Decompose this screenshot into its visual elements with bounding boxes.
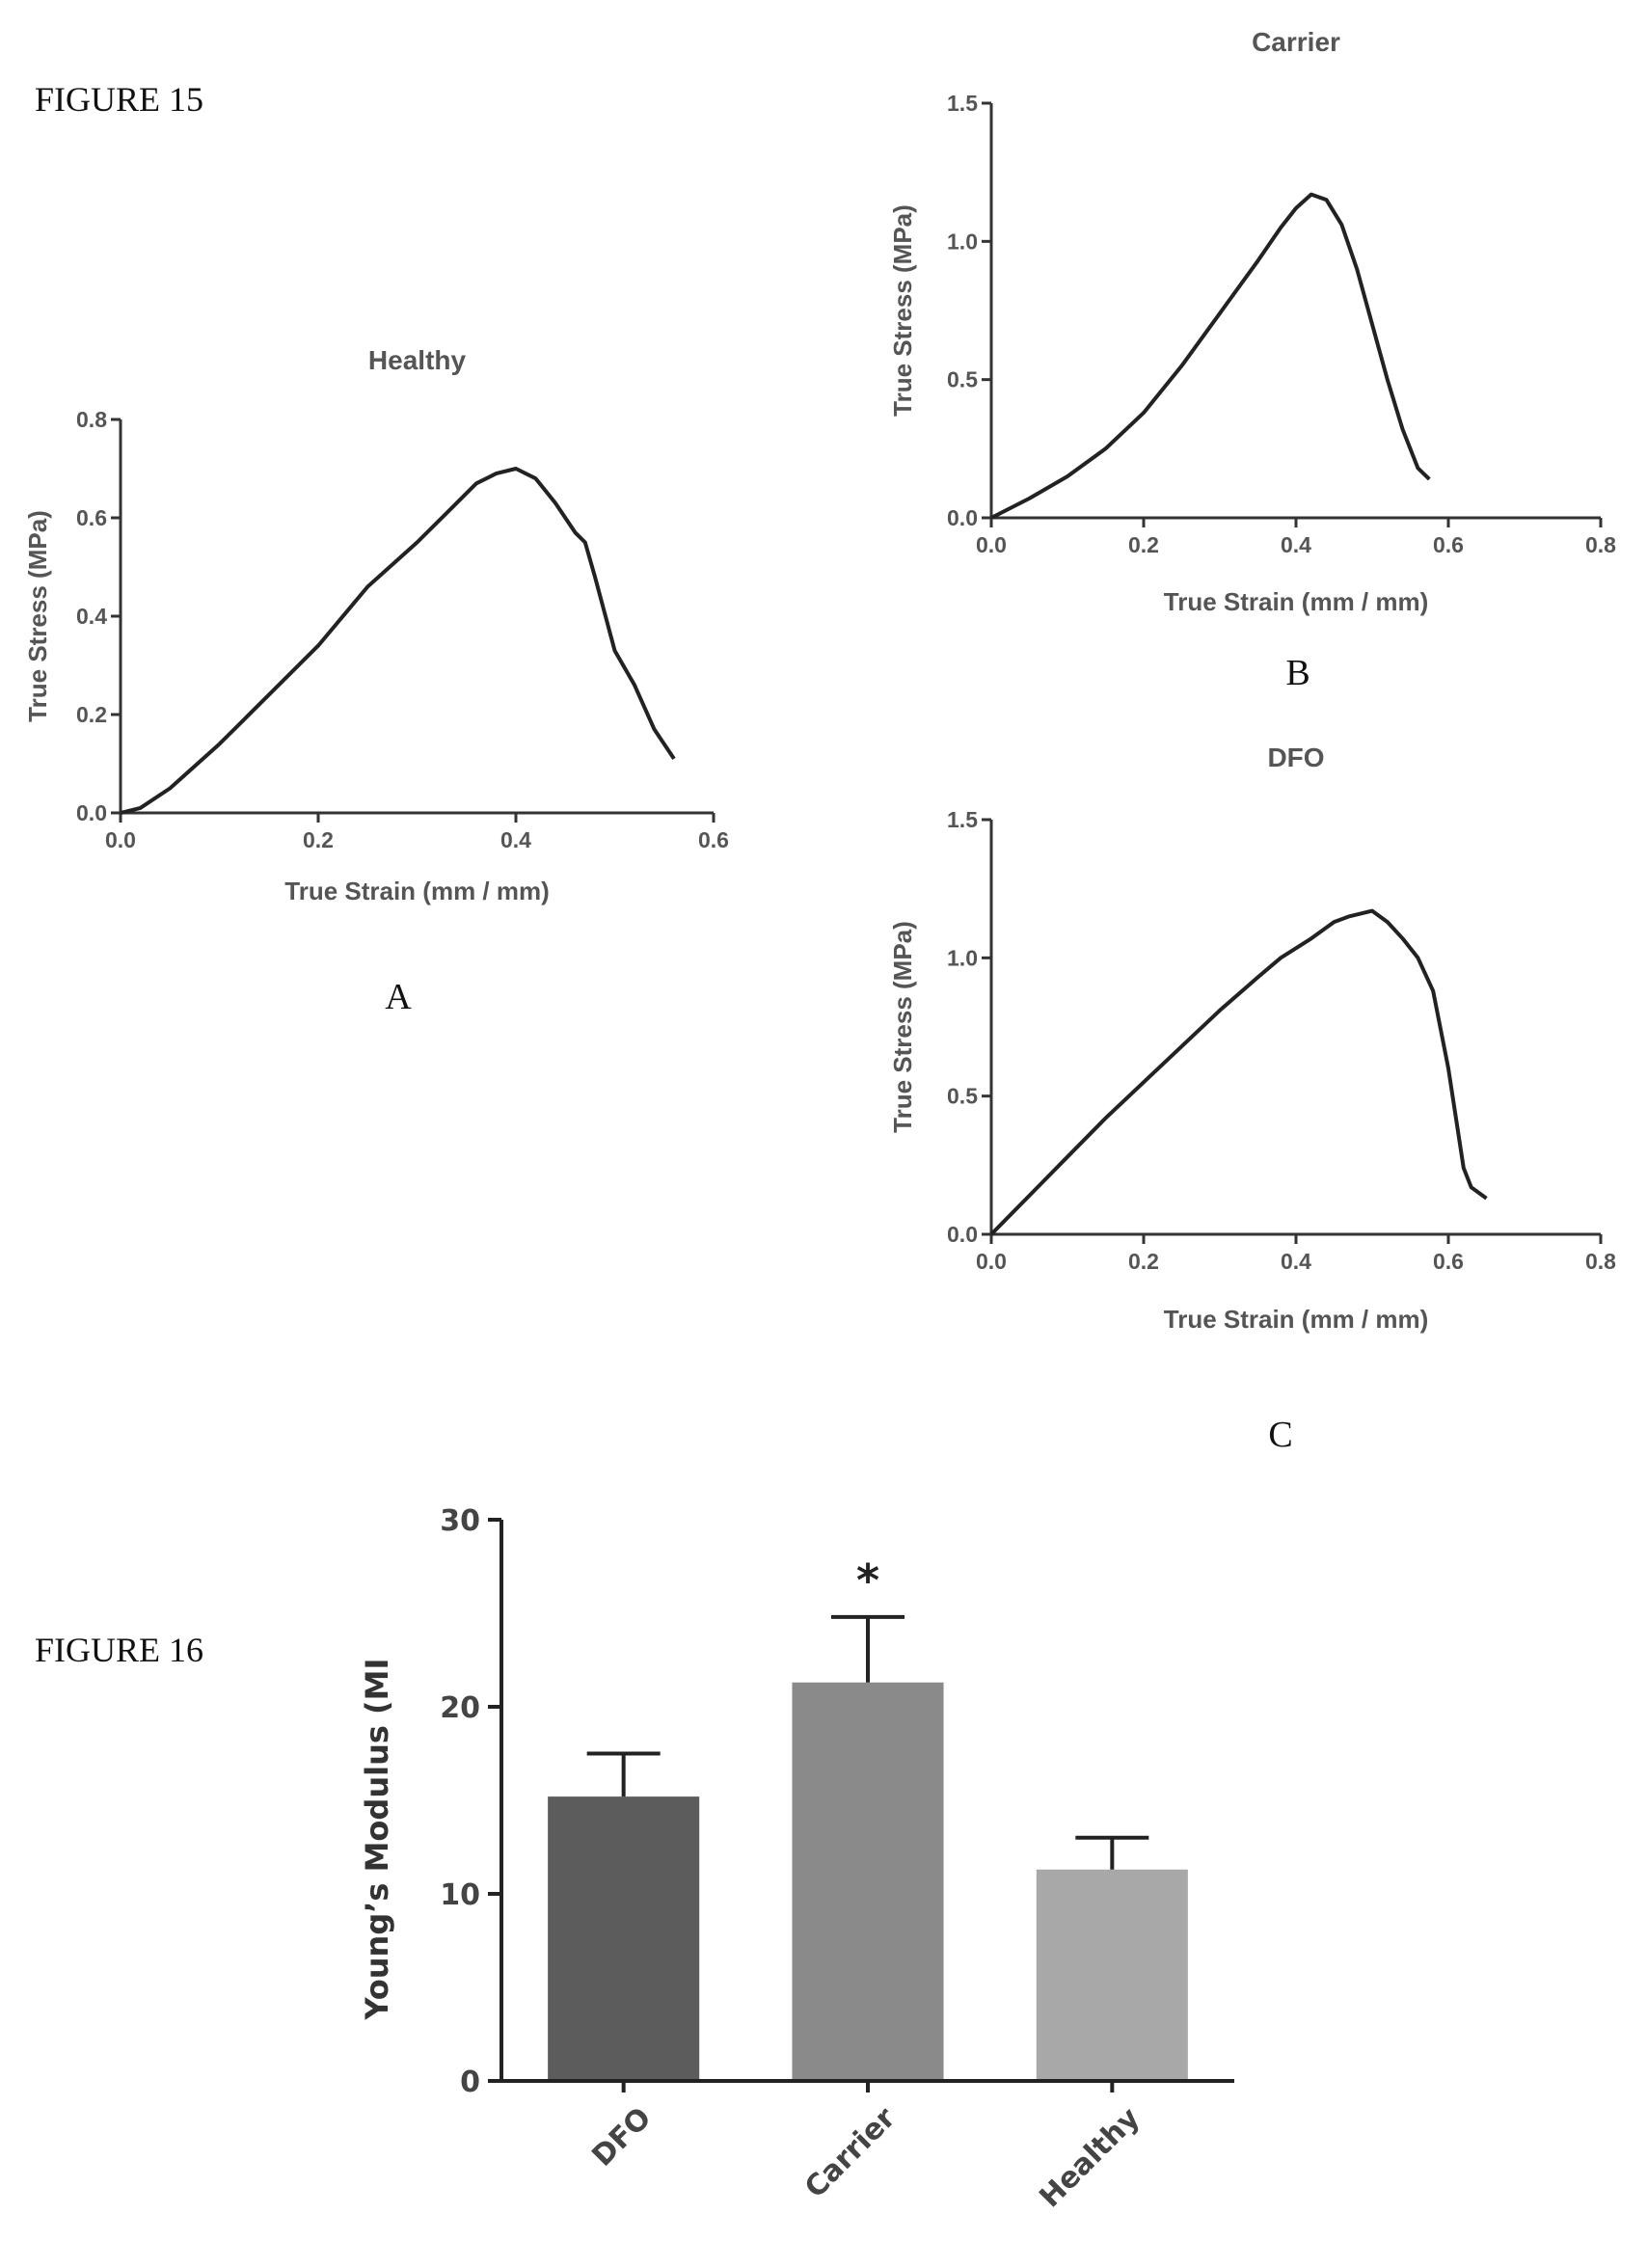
chart-c: 0.0 0.2 0.4 0.6 0.8 0.0 0.5 1.0 1.5 DFO True Strai…	[888, 742, 1616, 1334]
y-tick-label-b: 1.0	[947, 229, 978, 254]
y-tick-label-c: 0.5	[947, 1084, 978, 1109]
x-tick-label-b: 0.0	[976, 532, 1007, 557]
y-tick-label-a: 0.6	[76, 505, 107, 530]
y-axis-label-a: True Stress (MPa)	[23, 510, 52, 722]
x-tick-label-fig16: Healthy	[1033, 2101, 1147, 2215]
y-tick-label-a: 0.4	[76, 604, 107, 629]
figure-15-label: FIGURE 15	[35, 80, 204, 119]
x-tick-label-c: 0.0	[976, 1249, 1007, 1274]
y-tick-label-a: 0.2	[76, 702, 107, 727]
x-tick-label-b: 0.2	[1128, 532, 1159, 557]
series-line-a	[120, 467, 676, 815]
figure-16-label: FIGURE 16	[35, 1631, 204, 1669]
x-tick-label-c: 0.2	[1128, 1249, 1159, 1274]
x-tick-label-c: 0.8	[1585, 1249, 1616, 1274]
y-tick-label-c: 0.0	[947, 1222, 978, 1247]
y-tick-label-c: 1.5	[947, 807, 978, 832]
x-tick-label-b: 0.8	[1585, 532, 1616, 557]
y-tick-label-b: 0.0	[947, 505, 978, 530]
chart-b: 0.0 0.2 0.4 0.6 0.8 0.0 0.5 1.0 1.5 Carrier True S…	[888, 27, 1616, 616]
chart-title-c: DFO	[1267, 742, 1324, 772]
chart-a: 0.0 0.2 0.4 0.6 0.0 0.2 0.4 0.6 0.8 Healthy True S…	[23, 345, 729, 905]
panel-letter-a: A	[385, 977, 412, 1017]
y-tick-label-a: 0.0	[76, 800, 107, 825]
x-axis-label-c: True Strain (mm / mm)	[1164, 1305, 1429, 1334]
chart-fig16: DFO Carrier * Healthy 0 10 20 30 Young’s Modulus…	[359, 1504, 1234, 2214]
x-tick-label-c: 0.6	[1433, 1249, 1464, 1274]
bar-carrier	[792, 1682, 944, 2081]
y-axis-label-fig16: Young’s Modulus (MI	[359, 1659, 395, 2021]
series-line-b	[990, 192, 1431, 520]
x-tick-label-a: 0.4	[500, 827, 531, 852]
y-tick-label-fig16: 0	[460, 2066, 480, 2099]
x-tick-label-b: 0.4	[1281, 532, 1311, 557]
panel-letter-c: C	[1268, 1415, 1293, 1455]
series-line-c	[989, 908, 1488, 1236]
y-tick-label-b: 1.5	[947, 91, 978, 116]
x-axis-label-a: True Strain (mm / mm)	[284, 877, 550, 905]
y-tick-label-b: 0.5	[947, 367, 978, 392]
y-tick-label-a: 0.8	[76, 407, 107, 432]
significance-marker: *	[856, 1554, 879, 1606]
bar-dfo	[548, 1796, 700, 2081]
y-tick-label-c: 1.0	[947, 945, 978, 970]
bar-healthy	[1036, 1869, 1188, 2081]
panel-letter-b: B	[1285, 653, 1310, 693]
x-tick-label-a: 0.6	[698, 827, 729, 852]
x-tick-label-fig16: DFO	[585, 2101, 658, 2174]
x-tick-label-c: 0.4	[1281, 1249, 1311, 1274]
x-tick-label-a: 0.0	[105, 827, 136, 852]
chart-title-b: Carrier	[1252, 27, 1340, 57]
y-tick-label-fig16: 10	[440, 1878, 480, 1912]
y-axis-label-c: True Stress (MPa)	[888, 921, 917, 1133]
x-tick-label-b: 0.6	[1433, 532, 1464, 557]
x-tick-label-fig16: Carrier	[798, 2101, 903, 2205]
y-axis-label-b: True Stress (MPa)	[888, 204, 917, 417]
y-tick-label-fig16: 30	[440, 1504, 480, 1538]
x-tick-label-a: 0.2	[303, 827, 334, 852]
x-axis-label-b: True Strain (mm / mm)	[1164, 587, 1429, 616]
y-tick-label-fig16: 20	[440, 1691, 480, 1725]
chart-title-a: Healthy	[368, 345, 467, 375]
